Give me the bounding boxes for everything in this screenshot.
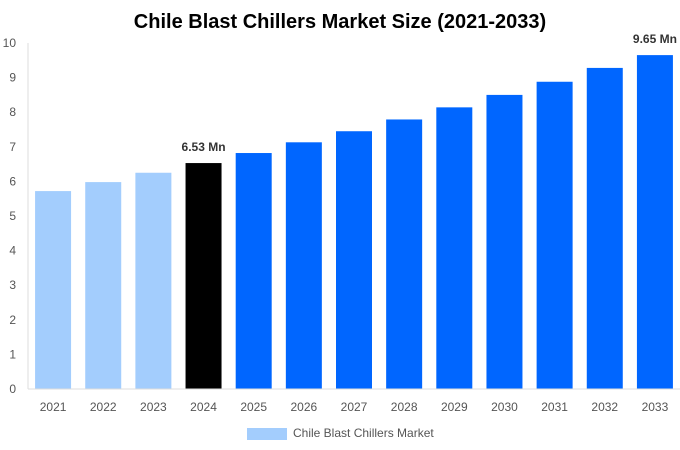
x-tick-label: 2026: [290, 400, 317, 414]
bar-2029[interactable]: [436, 107, 473, 389]
data-label: 6.53 Mn: [182, 140, 226, 154]
x-axis: 2021 2022 2023 2024 2025 2026 2027 2028 2029 2030…: [28, 388, 680, 414]
x-tick-label: 2031: [541, 400, 568, 414]
y-tick-label: 9: [9, 71, 16, 85]
bar-2030[interactable]: [486, 94, 523, 390]
legend-label: Chile Blast Chillers Market: [293, 426, 434, 440]
bar-2022[interactable]: [85, 182, 122, 389]
bar-2027[interactable]: [336, 131, 372, 390]
x-tick-label: 2024: [190, 400, 217, 414]
data-label: 9.65 Mn: [633, 32, 677, 46]
y-tick-label: 1: [9, 347, 16, 361]
x-tick-label: 2030: [491, 400, 518, 414]
bar-2028[interactable]: [386, 119, 423, 389]
x-tick-label: 2022: [90, 400, 117, 414]
x-tick-label: 2021: [40, 400, 67, 414]
x-tick-label: 2023: [140, 400, 167, 414]
x-tick-label: 2025: [240, 400, 267, 414]
bar-2026[interactable]: [285, 142, 322, 389]
bar-2033[interactable]: [636, 55, 673, 390]
x-tick-label: 2027: [341, 400, 368, 414]
legend-swatch: [247, 428, 287, 440]
bars: 6.53 Mn 9.65 Mn: [35, 32, 677, 390]
y-tick-label: 5: [9, 209, 16, 223]
bar-2024[interactable]: [185, 163, 222, 389]
y-tick-label: 0: [9, 382, 16, 396]
y-tick-label: 8: [9, 105, 16, 119]
x-tick-label: 2028: [391, 400, 418, 414]
y-tick-label: 4: [9, 244, 16, 258]
y-tick-label: 3: [9, 278, 16, 292]
x-tick-label: 2029: [441, 400, 468, 414]
legend[interactable]: Chile Blast Chillers Market: [247, 426, 434, 440]
chart-title: Chile Blast Chillers Market Size (2021-2…: [134, 11, 546, 33]
bar-2025[interactable]: [235, 153, 272, 389]
bar-2023[interactable]: [135, 172, 172, 389]
x-tick-label: 2032: [591, 400, 618, 414]
x-tick-label: 2033: [642, 400, 669, 414]
bar-2021[interactable]: [35, 191, 72, 389]
y-tick-label: 7: [9, 140, 16, 154]
y-tick-label: 6: [9, 174, 16, 188]
y-axis: 0 1 2 3 4 5 6 7 8 9 10: [3, 36, 29, 396]
y-tick-label: 2: [9, 313, 16, 327]
bar-2032[interactable]: [586, 67, 623, 390]
y-tick-label: 10: [3, 36, 17, 50]
bar-2031[interactable]: [536, 81, 573, 389]
